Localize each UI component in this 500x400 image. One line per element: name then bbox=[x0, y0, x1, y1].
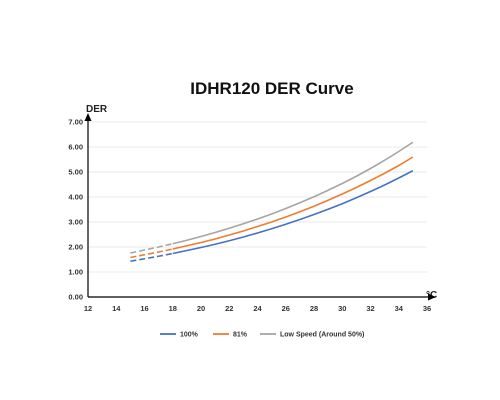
gridlines bbox=[88, 121, 427, 273]
x-tick-label: 12 bbox=[84, 304, 92, 313]
series-line-solid bbox=[172, 141, 414, 245]
y-tick-label: 2.00 bbox=[68, 243, 83, 252]
x-tick-label: 14 bbox=[112, 304, 121, 313]
series-line-dashed bbox=[130, 248, 173, 259]
x-tick-label: 22 bbox=[225, 304, 233, 313]
y-axis-title: DER bbox=[86, 104, 108, 115]
y-axis-arrow bbox=[84, 113, 92, 121]
chart-title: IDHR120 DER Curve bbox=[190, 79, 353, 98]
legend: 100% 81% Low Speed (Around 50%) bbox=[160, 332, 364, 339]
series-0 bbox=[130, 170, 414, 263]
x-tick-label: 26 bbox=[282, 304, 290, 313]
y-tick-label: 1.00 bbox=[68, 268, 83, 277]
x-axis-arrow bbox=[428, 293, 436, 301]
y-tick-label: 5.00 bbox=[68, 168, 83, 177]
x-tick-label: 32 bbox=[366, 304, 374, 313]
x-tick-label: 36 bbox=[423, 304, 431, 313]
x-tick-label: 18 bbox=[169, 304, 177, 313]
y-tick-label: 6.00 bbox=[68, 143, 83, 152]
axes bbox=[84, 113, 436, 301]
series-line-solid bbox=[172, 170, 414, 255]
y-tick-label: 3.00 bbox=[68, 218, 83, 227]
y-tick-label: 7.00 bbox=[68, 118, 83, 127]
y-tick-label: 4.00 bbox=[68, 193, 83, 202]
series-line-solid bbox=[172, 156, 414, 250]
legend-label: 81% bbox=[233, 332, 248, 339]
legend-label: 100% bbox=[180, 332, 199, 339]
x-tick-label: 16 bbox=[140, 304, 148, 313]
tick-labels: 0.00 1.00 2.00 3.00 4.00 5.00 6.00 7.00 12 14 16 18… bbox=[68, 118, 431, 314]
series-lines bbox=[130, 141, 414, 263]
series-2 bbox=[130, 141, 414, 254]
x-tick-label: 20 bbox=[197, 304, 205, 313]
series-line-dashed bbox=[130, 242, 173, 254]
series-1 bbox=[130, 156, 414, 259]
x-tick-label: 30 bbox=[338, 304, 346, 313]
x-tick-label: 34 bbox=[395, 304, 404, 313]
series-line-dashed bbox=[130, 252, 173, 263]
y-tick-label: 0.00 bbox=[68, 293, 83, 302]
x-tick-label: 24 bbox=[253, 304, 262, 313]
legend-label: Low Speed (Around 50%) bbox=[280, 332, 364, 339]
x-tick-label: 28 bbox=[310, 304, 318, 313]
